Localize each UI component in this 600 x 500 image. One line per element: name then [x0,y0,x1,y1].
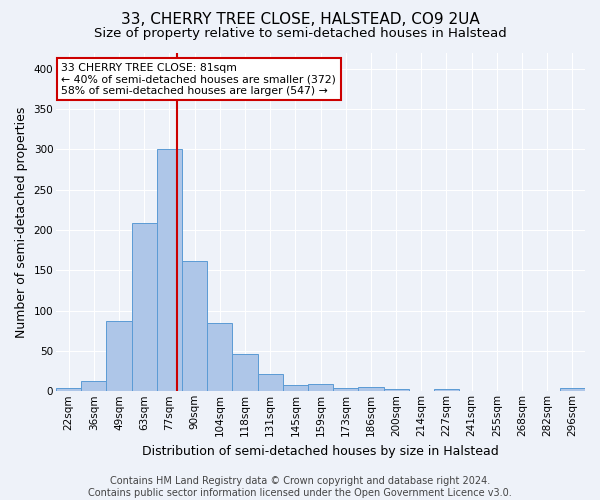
Bar [207,322,232,392]
X-axis label: Distribution of semi-detached houses by size in Halstead: Distribution of semi-detached houses by … [142,444,499,458]
Y-axis label: Number of semi-detached properties: Number of semi-detached properties [15,106,28,338]
Bar [333,388,358,392]
Bar [157,150,182,392]
Bar [232,354,257,392]
Bar [257,374,283,392]
Bar [56,388,81,392]
Bar [131,222,157,392]
Bar [182,260,207,392]
Bar [81,381,106,392]
Bar [434,389,459,392]
Bar [106,321,131,392]
Text: Contains HM Land Registry data © Crown copyright and database right 2024.
Contai: Contains HM Land Registry data © Crown c… [88,476,512,498]
Bar [383,389,409,392]
Bar [560,388,585,392]
Text: 33, CHERRY TREE CLOSE, HALSTEAD, CO9 2UA: 33, CHERRY TREE CLOSE, HALSTEAD, CO9 2UA [121,12,479,28]
Bar [308,384,333,392]
Bar [358,387,383,392]
Text: 33 CHERRY TREE CLOSE: 81sqm
← 40% of semi-detached houses are smaller (372)
58% : 33 CHERRY TREE CLOSE: 81sqm ← 40% of sem… [61,62,336,96]
Text: Size of property relative to semi-detached houses in Halstead: Size of property relative to semi-detach… [94,28,506,40]
Bar [283,385,308,392]
